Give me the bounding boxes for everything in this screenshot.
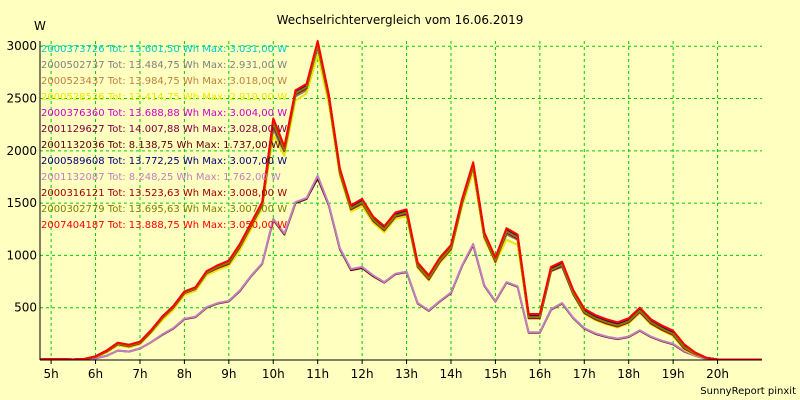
y-tick-label: 2000	[6, 144, 37, 158]
x-tick-label: 8h	[177, 367, 192, 381]
x-tick-label: 7h	[132, 367, 147, 381]
x-tick-label: 6h	[88, 367, 103, 381]
legend-entry-2007404187: 2007404187 Tot: 13.888,75 Wh Max: 3.050,…	[41, 220, 287, 231]
y-tick-label: 3000	[6, 39, 37, 53]
legend-entry-2000302779: 2000302779 Tot: 13.695,63 Wh Max: 3.007,…	[41, 204, 287, 215]
x-tick-labels: 5h 6h 7h 8h 9h 10h 11h 12h 13h 14h 15h 16h 17h 18h 19h…	[43, 367, 729, 381]
legend-entry-2001129627: 2001129627 Tot: 14.007,88 Wh Max: 3.028,…	[41, 124, 287, 135]
chart-title: Wechselrichtervergleich vom 16.06.2019	[277, 13, 524, 27]
x-tick-label: 20h	[706, 367, 729, 381]
x-tick-label: 14h	[440, 367, 463, 381]
series-line-2007404187	[39, 40, 762, 361]
series-line-2000528526	[39, 53, 762, 361]
legend-entry-2000528526: 2000528526 Tot: 13.414,75 Wh Max: 2.919,…	[41, 92, 287, 103]
y-tick-label: 2500	[6, 92, 37, 106]
grid-lines	[40, 41, 762, 364]
x-tick-label: 15h	[484, 367, 507, 381]
legend-entry-2001132036: 2001132036 Tot: 8.138,75 Wh Max: 1.737,0…	[41, 140, 281, 151]
x-tick-label: 17h	[573, 367, 596, 381]
x-tick-label: 13h	[395, 367, 418, 381]
y-tick-label: 1000	[6, 248, 37, 262]
x-tick-label: 11h	[306, 367, 329, 381]
x-tick-label: 19h	[662, 367, 685, 381]
y-axis-label: W	[34, 19, 46, 33]
x-tick-label: 16h	[528, 367, 551, 381]
y-tick-label: 1500	[6, 196, 37, 210]
series-line-2001132087	[40, 174, 762, 361]
footer-credit: SunnyReport pinxit	[700, 386, 796, 397]
legend-entry-2001132087: 2001132087 Tot: 8.248,25 Wh Max: 1.762,0…	[41, 172, 281, 183]
series-lines	[39, 40, 762, 361]
legend: 2000373726 Tot: 13.601,50 Wh Max: 3.031,…	[41, 44, 287, 231]
x-tick-label: 18h	[617, 367, 640, 381]
x-tick-label: 12h	[351, 367, 374, 381]
legend-entry-2000523437: 2000523437 Tot: 13.984,75 Wh Max: 3.018,…	[41, 76, 287, 87]
legend-entry-2000589608: 2000589608 Tot: 13.772,25 Wh Max: 3.007,…	[41, 156, 287, 167]
legend-entry-2000502737: 2000502737 Tot: 13.484,75 Wh Max: 2.931,…	[41, 60, 287, 71]
x-tick-label: 9h	[221, 367, 236, 381]
legend-entry-2000376360: 2000376360 Tot: 13.688,88 Wh Max: 3.004,…	[41, 108, 287, 119]
x-tick-label: 5h	[43, 367, 58, 381]
y-tick-label: 500	[14, 301, 37, 315]
x-tick-label: 10h	[262, 367, 285, 381]
y-tick-labels: 500 1000 1500 2000 2500 3000	[6, 39, 37, 314]
legend-entry-2000316121: 2000316121 Tot: 13.523,63 Wh Max: 3.008,…	[41, 188, 287, 199]
legend-entry-2000373726: 2000373726 Tot: 13.601,50 Wh Max: 3.031,…	[41, 44, 287, 55]
